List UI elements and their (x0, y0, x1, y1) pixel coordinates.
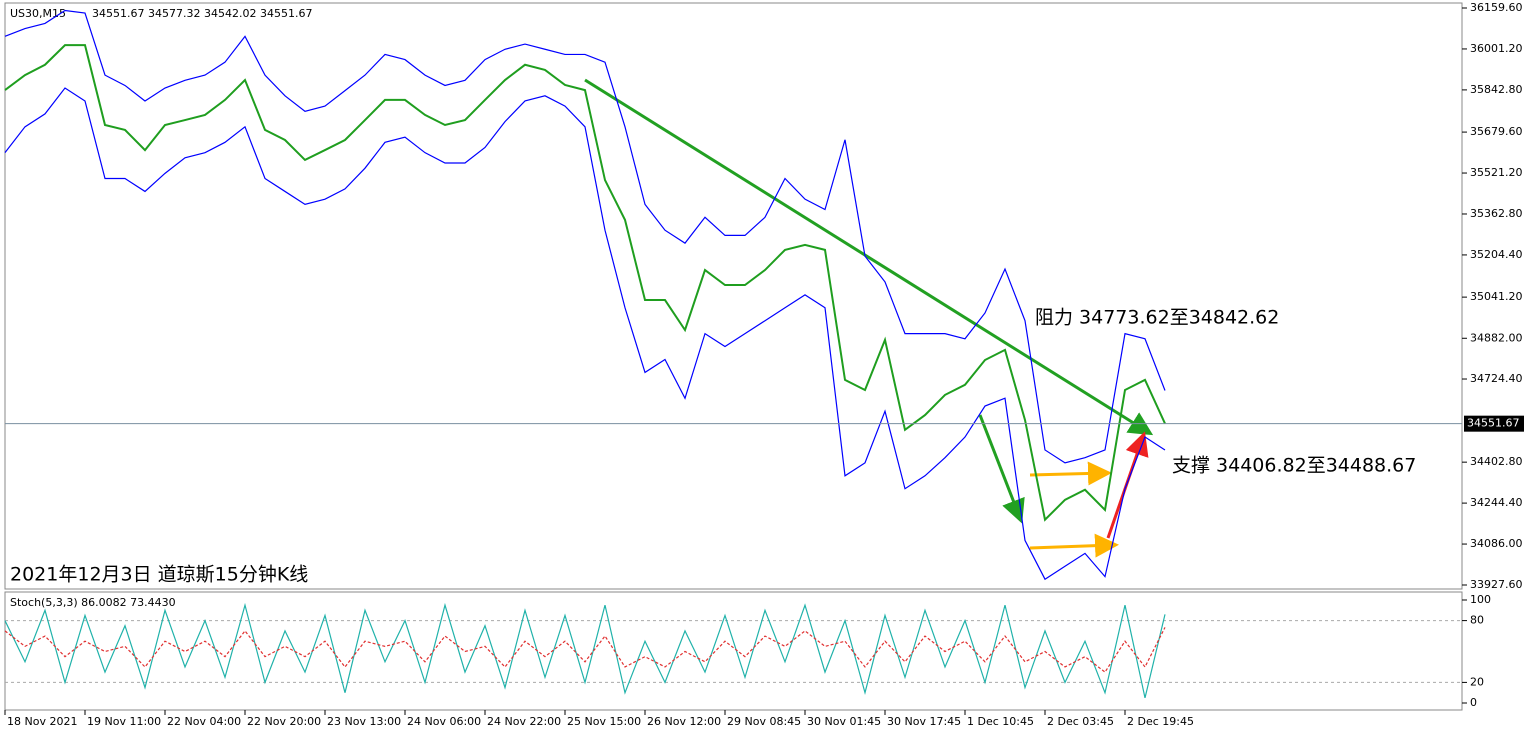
y-tick-label: 34724.40 (1470, 372, 1523, 385)
annotation: 2021年12月3日 道琼斯15分钟K线 (10, 564, 308, 586)
series-line (4, 602, 1166, 698)
y-tick-label: 36159.60 (1470, 1, 1523, 14)
y-tick-label: 35362.80 (1470, 207, 1523, 220)
ohlc-value: 34551.67 (260, 7, 313, 20)
x-tick-label: 24 Nov 06:00 (407, 715, 481, 728)
x-tick-label: 30 Nov 17:45 (887, 715, 961, 728)
arrow (1029, 461, 1112, 486)
y-tick-label: 35521.20 (1470, 166, 1523, 179)
x-tick-label: 30 Nov 01:45 (807, 715, 881, 728)
x-tick-label: 18 Nov 2021 (7, 715, 77, 728)
y-tick-label: 0 (1470, 696, 1477, 709)
series-line (4, 44, 1166, 522)
y-tick-label: 35679.60 (1470, 125, 1523, 138)
stoch-panel (4, 591, 1463, 711)
stoch-title: Stoch(5,3,3) 86.0082 73.4430 (10, 596, 176, 609)
y-tick-label: 34086.00 (1470, 537, 1523, 550)
arrow (1029, 533, 1119, 558)
y-tick-label: 35842.80 (1470, 83, 1523, 96)
y-tick-label: 36001.20 (1470, 42, 1523, 55)
x-tick-label: 25 Nov 15:00 (567, 715, 641, 728)
series-line (4, 87, 1166, 581)
x-tick-label: 2 Dec 03:45 (1047, 715, 1114, 728)
y-tick-label: 34402.80 (1470, 455, 1523, 468)
x-tick-label: 1 Dec 10:45 (967, 715, 1034, 728)
x-tick-label: 22 Nov 20:00 (247, 715, 321, 728)
y-tick-label: 33927.60 (1470, 578, 1523, 591)
ohlc-value: 34577.32 (148, 7, 201, 20)
arrow (978, 414, 1025, 524)
y-tick-label: 35041.20 (1470, 290, 1523, 303)
x-tick-label: 19 Nov 11:00 (87, 715, 161, 728)
series-line (4, 627, 1166, 673)
x-tick-label: 29 Nov 08:45 (727, 715, 801, 728)
series-line (4, 9, 1166, 464)
y-tick-label: 34882.00 (1470, 331, 1523, 344)
ohlc-value: 34551.67 (92, 7, 145, 20)
symbol: US30,M15 (10, 7, 66, 20)
annotation: 支撑 34406.82至34488.67 (1172, 455, 1416, 477)
price-label: 34551.67 (1467, 417, 1520, 430)
y-tick-label: 35204.40 (1470, 248, 1523, 261)
y-tick-label: 80 (1470, 614, 1484, 627)
trend-line (584, 78, 1154, 436)
y-tick-label: 100 (1470, 593, 1491, 606)
y-tick-label: 34244.40 (1470, 496, 1523, 509)
annotation: 阻力 34773.62至34842.62 (1035, 307, 1279, 329)
x-tick-label: 23 Nov 13:00 (327, 715, 401, 728)
x-tick-label: 26 Nov 12:00 (647, 715, 721, 728)
x-tick-label: 2 Dec 19:45 (1127, 715, 1194, 728)
ohlc-value: 34542.02 (204, 7, 257, 20)
x-tick-label: 24 Nov 22:00 (487, 715, 561, 728)
main-panel (4, 2, 1463, 590)
price-box (1464, 415, 1524, 432)
y-tick-label: 20 (1470, 675, 1484, 688)
x-tick-label: 22 Nov 04:00 (167, 715, 241, 728)
